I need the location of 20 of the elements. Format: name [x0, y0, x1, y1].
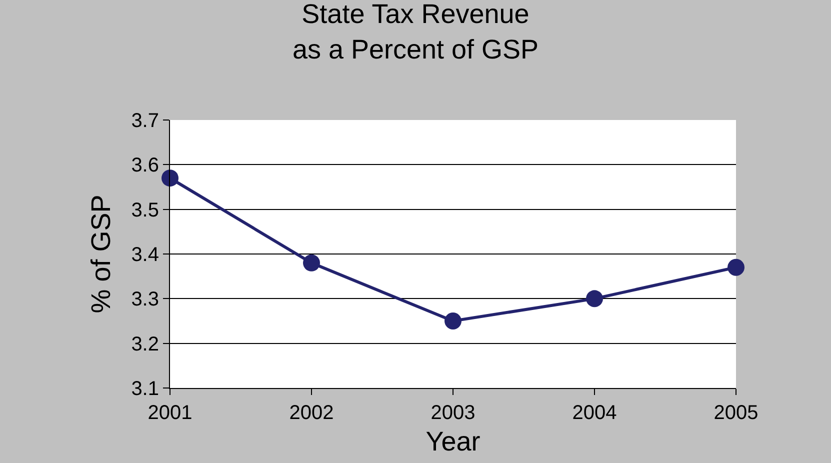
x-tick-label: 2001 — [148, 402, 192, 424]
x-axis-title: Year — [426, 426, 480, 456]
point — [586, 290, 603, 308]
x-tick-label: 2005 — [714, 402, 758, 424]
x-tick-label: 2003 — [430, 402, 476, 424]
y-tick-label: 3.6 — [131, 154, 159, 177]
y-tick-label: 3.1 — [131, 378, 159, 400]
point — [162, 170, 178, 187]
y-tick-label: 3.7 — [131, 110, 159, 132]
y-tick-label: 3.4 — [131, 244, 159, 266]
y-tick-label: 3.3 — [131, 288, 159, 311]
chart-title: State Tax Revenue as a Percent of GSP — [292, 0, 539, 64]
x-tick-label: 2004 — [572, 402, 617, 424]
point — [303, 254, 320, 272]
x-tick-label: 2002 — [289, 402, 334, 424]
y-axis-title: % of GSP — [86, 194, 116, 314]
point — [444, 312, 462, 330]
point — [728, 258, 744, 276]
y-tick-label: 3.5 — [131, 199, 159, 222]
y-tick-label: 3.2 — [131, 333, 159, 356]
